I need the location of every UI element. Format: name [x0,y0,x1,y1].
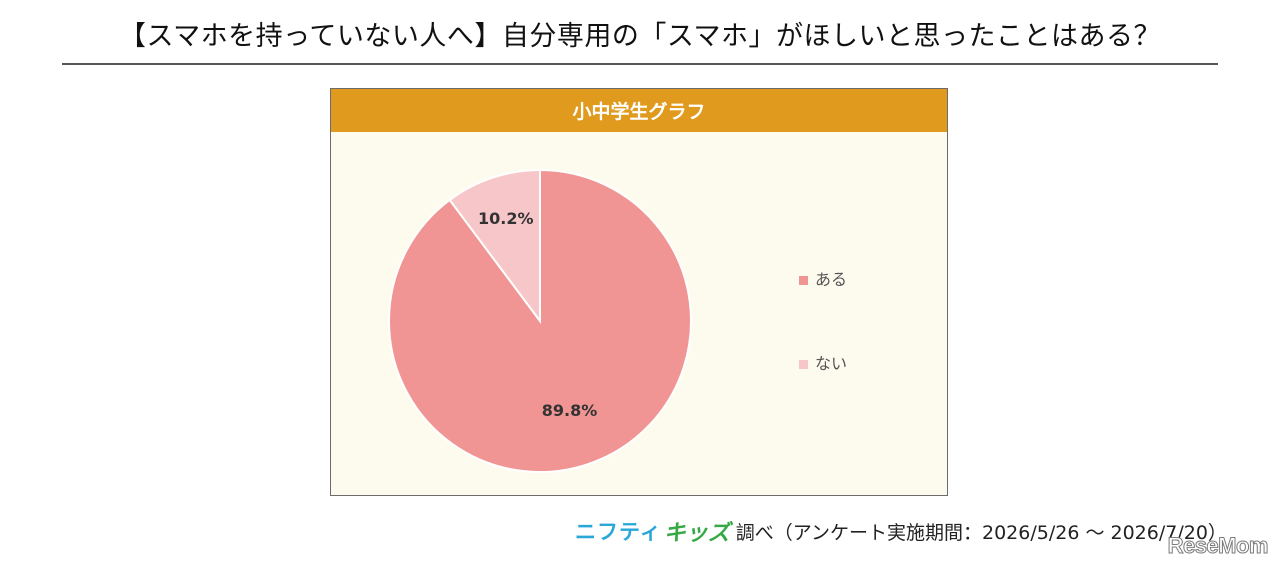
source-footer: ニフティ キッズ 調べ（アンケート実施期間：2026/5/26 ～ 2026/7… [575,516,1227,546]
chart-panel-header: 小中学生グラフ [331,89,947,132]
pie-slice-nai [448,168,541,325]
brand-logo-nifty: ニフティ [575,520,662,544]
legend-swatch [799,360,808,369]
title-divider [62,63,1218,65]
page-title: 【スマホを持っていない人へ】自分専用の「スマホ」がほしいと思ったことはある？ [118,21,1162,52]
brand-logo-kids: キッズ [663,521,730,546]
resemom-watermark-logo: ReseMom [1167,533,1269,559]
pie-data-label: 10.2% [478,209,534,228]
legend-label: ない [815,354,847,373]
survey-source-text: 調べ（アンケート実施期間：2026/5/26 ～ 2026/7/20） [735,521,1227,544]
chart-panel: 小中学生グラフ 89.8% 10.2% あるない [330,88,948,496]
pie-data-label: 89.8% [542,401,598,420]
legend-label: ある [815,270,847,289]
legend-swatch [799,276,808,285]
